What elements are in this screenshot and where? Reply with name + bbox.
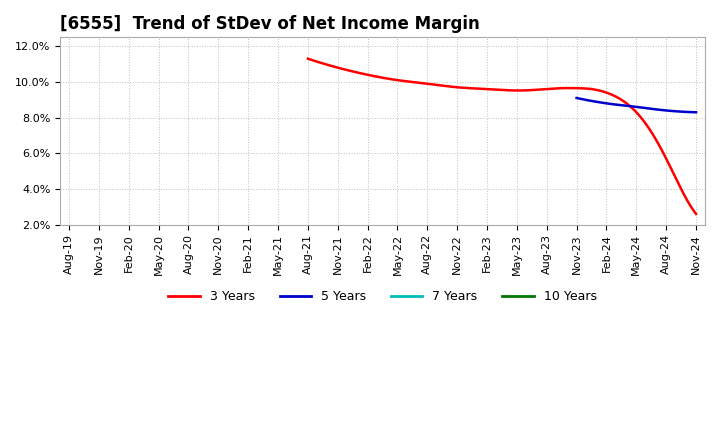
Text: [6555]  Trend of StDev of Net Income Margin: [6555] Trend of StDev of Net Income Marg… bbox=[60, 15, 480, 33]
Legend: 3 Years, 5 Years, 7 Years, 10 Years: 3 Years, 5 Years, 7 Years, 10 Years bbox=[163, 285, 602, 308]
